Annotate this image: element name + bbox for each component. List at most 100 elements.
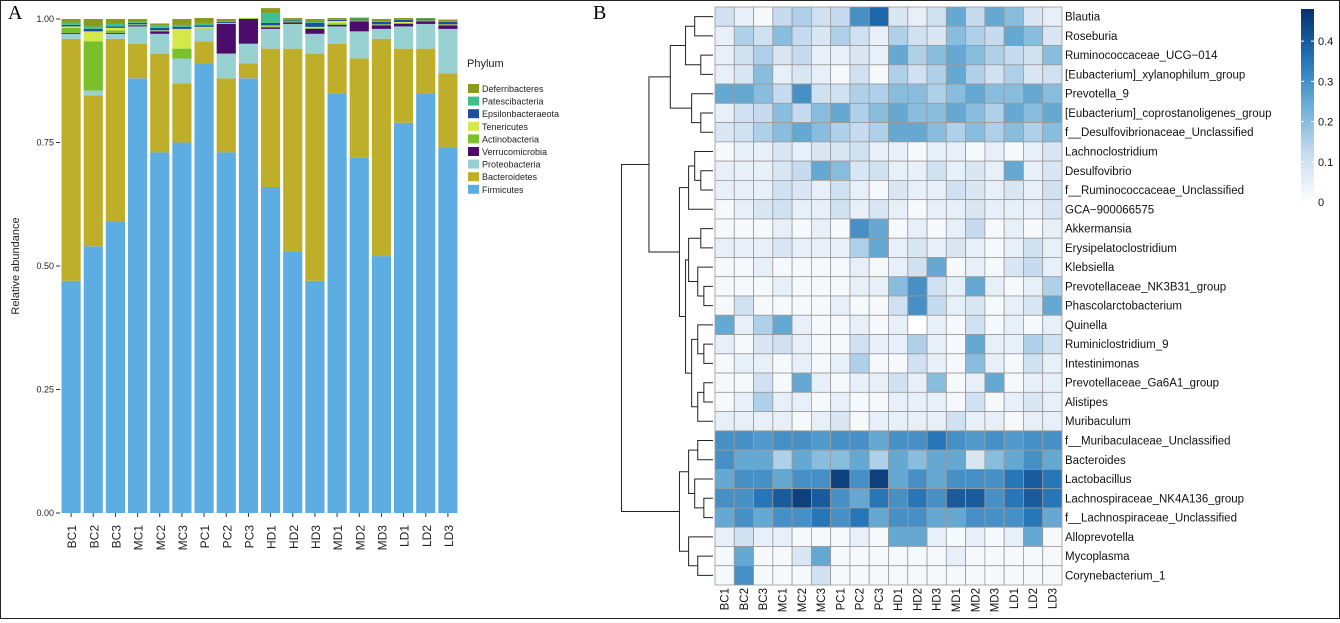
heatmap-cell [811,527,830,546]
bar-segment [106,34,125,39]
heatmap-cell [869,315,888,334]
heatmap-cell [850,26,869,45]
heatmap-cell [850,450,869,469]
heatmap-cell [850,431,869,450]
bar-segment [195,23,214,25]
heatmap-cell [966,489,985,508]
heatmap-cell [869,65,888,84]
bar-segment [84,246,103,513]
bar-segment [261,26,280,27]
heatmap-cell [773,527,792,546]
row-label: Blautia [1065,12,1101,24]
heatmap-cell [889,469,908,488]
heatmap-cell [946,392,965,411]
heatmap-cell [927,373,946,392]
heatmap-cell [869,431,888,450]
heatmap-cell [831,219,850,238]
heatmap-cell [1043,219,1062,238]
heatmap-cell [1023,65,1042,84]
heatmap-cell [889,450,908,469]
legend-swatch [468,185,479,194]
x-tick-label: MD3 [375,525,389,551]
heatmap-cell [1023,257,1042,276]
heatmap-cell [773,431,792,450]
heatmap-cell [831,373,850,392]
heatmap-cell [1023,238,1042,257]
column-label: HD3 [932,588,944,611]
heatmap-cell [850,123,869,142]
heatmap-cell [792,84,811,103]
bar-segment [150,23,169,25]
heatmap-cell [985,219,1004,238]
legend-label: Tenericutes [482,122,529,132]
heatmap-cell [927,65,946,84]
heatmap-cell [1023,296,1042,315]
bar-segment [438,147,457,513]
bar-segment [62,39,81,281]
bar-segment [283,22,302,23]
heatmap-cell [985,412,1004,431]
column-label: MC2 [797,588,809,612]
heatmap-cell [908,373,927,392]
row-label: Erysipelatoclostridium [1065,243,1177,255]
x-tick-label: MD1 [331,525,345,551]
heatmap-cell [715,238,734,257]
y-tick-label: 0.75 [36,138,54,148]
heatmap-cell [889,315,908,334]
heatmap-cell [1043,354,1062,373]
heatmap-cell [850,315,869,334]
heatmap-cell [889,46,908,65]
heatmap-cell [1004,527,1023,546]
heatmap-cell [946,450,965,469]
heatmap-cell [869,180,888,199]
heatmap-cell [811,296,830,315]
heatmap-cell [715,489,734,508]
heatmap-cell [908,65,927,84]
bar-segment [283,24,302,49]
row-label: Klebsiella [1065,262,1115,274]
heatmap-cell [908,296,927,315]
heatmap-cell [850,546,869,565]
heatmap-cell [831,431,850,450]
heatmap-cell [966,161,985,180]
heatmap-cell [869,200,888,219]
heatmap-cell [811,180,830,199]
heatmap-cell [889,200,908,219]
heatmap-cell [985,566,1004,585]
bar-segment [239,63,258,78]
bar-segment [217,22,236,23]
heatmap-cell [1004,65,1023,84]
column-label: BC2 [739,588,751,610]
heatmap-cell [1043,7,1062,26]
heatmap-cell [715,527,734,546]
heatmap-cell [1023,200,1042,219]
bar-segment [328,21,347,23]
heatmap-cell [985,527,1004,546]
heatmap-cell [966,103,985,122]
heatmap-cell [850,527,869,546]
heatmap-cell [869,7,888,26]
heatmap-cell [715,123,734,142]
heatmap-cell [1004,354,1023,373]
heatmap-cell [985,65,1004,84]
heatmap-cell [850,296,869,315]
heatmap-cell [927,200,946,219]
heatmap-cell [985,7,1004,26]
bar-segment [172,83,191,142]
y-tick-label: 0.50 [36,261,54,271]
heatmap-cell [985,546,1004,565]
heatmap-cell [754,392,773,411]
heatmap-cell [831,546,850,565]
heatmap-cell [1023,546,1042,565]
bar-segment [394,123,413,513]
bar-segment [261,13,280,23]
heatmap-cell [811,219,830,238]
bar-segment [172,49,191,59]
column-label: PC3 [874,588,886,610]
heatmap-cell [1023,277,1042,296]
heatmap-cell [1004,489,1023,508]
heatmap-cell [908,219,927,238]
heatmap-cell [811,546,830,565]
heatmap-cell [850,65,869,84]
heatmap-cell [754,161,773,180]
